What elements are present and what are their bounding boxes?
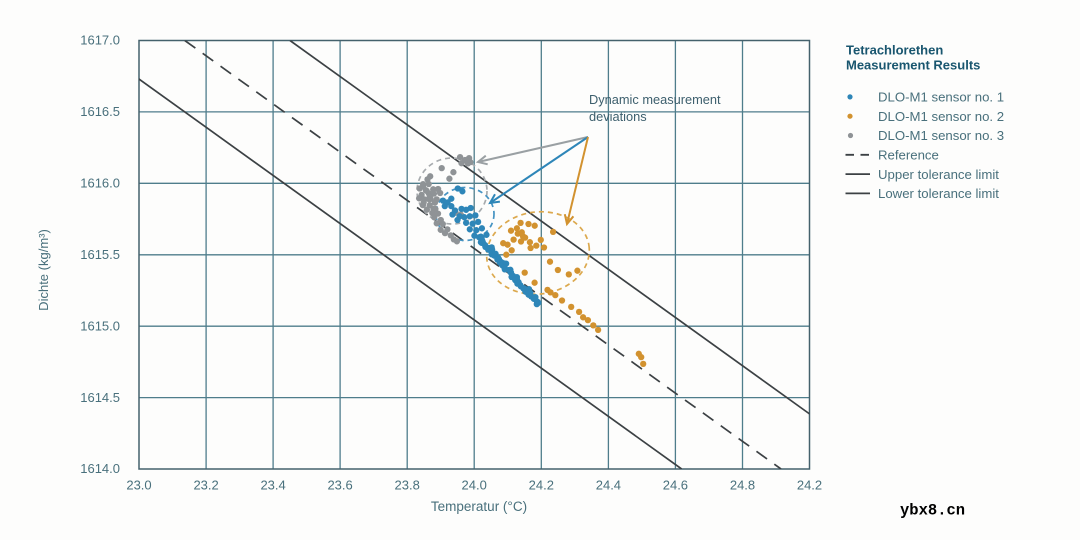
svg-text:Lower tolerance limit: Lower tolerance limit — [878, 186, 999, 201]
svg-text:Temperatur (°C): Temperatur (°C) — [431, 499, 527, 514]
svg-text:DLO-M1 sensor no. 3: DLO-M1 sensor no. 3 — [878, 128, 1004, 143]
svg-text:24.4: 24.4 — [596, 478, 621, 493]
svg-text:deviations: deviations — [589, 109, 647, 124]
svg-text:Reference: Reference — [878, 148, 939, 163]
svg-text:1614.5: 1614.5 — [80, 390, 120, 405]
svg-text:Dichte (kg/m³): Dichte (kg/m³) — [36, 229, 51, 311]
svg-text:ybx8.cn: ybx8.cn — [900, 502, 965, 520]
svg-text:1616.0: 1616.0 — [80, 176, 120, 191]
svg-text:23.8: 23.8 — [395, 478, 420, 493]
svg-text:1614.0: 1614.0 — [80, 461, 120, 476]
svg-text:24.2: 24.2 — [529, 478, 554, 493]
svg-text:Dynamic measurement: Dynamic measurement — [589, 92, 721, 107]
svg-text:1615.0: 1615.0 — [80, 318, 120, 333]
svg-text:24.6: 24.6 — [663, 478, 688, 493]
svg-text:DLO-M1 sensor no. 2: DLO-M1 sensor no. 2 — [878, 109, 1004, 124]
svg-text:DLO-M1 sensor no. 1: DLO-M1 sensor no. 1 — [878, 90, 1004, 105]
svg-text:23.4: 23.4 — [260, 478, 285, 493]
svg-text:Upper tolerance limit: Upper tolerance limit — [878, 167, 999, 182]
svg-text:24.0: 24.0 — [462, 478, 487, 493]
svg-text:23.0: 23.0 — [126, 478, 151, 493]
svg-text:Measurement Results: Measurement Results — [846, 58, 980, 73]
svg-text:23.2: 23.2 — [193, 478, 218, 493]
svg-text:24.2: 24.2 — [797, 478, 822, 493]
svg-text:1616.5: 1616.5 — [80, 104, 120, 119]
svg-text:1615.5: 1615.5 — [80, 247, 120, 262]
svg-text:24.8: 24.8 — [730, 478, 755, 493]
svg-text:Tetrachlorethen: Tetrachlorethen — [846, 43, 943, 58]
svg-text:23.6: 23.6 — [327, 478, 352, 493]
svg-text:1617.0: 1617.0 — [80, 33, 120, 48]
